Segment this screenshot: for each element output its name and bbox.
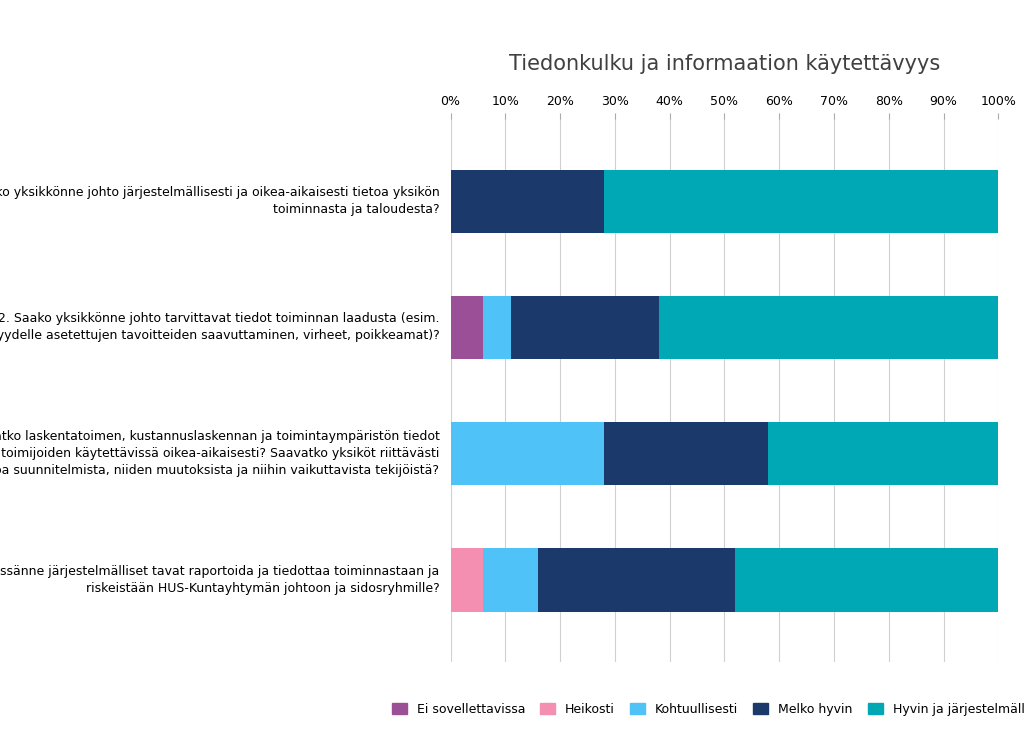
Bar [483, 296, 511, 359]
Bar [604, 422, 768, 485]
Bar [604, 170, 998, 233]
Title: Tiedonkulku ja informaation käytettävyys: Tiedonkulku ja informaation käytettävyys [509, 54, 940, 74]
Legend: Ei sovellettavissa, Heikosti, Kohtuullisesti, Melko hyvin, Hyvin ja järjestelmäl: Ei sovellettavissa, Heikosti, Kohtuullis… [392, 702, 1024, 716]
Bar [511, 296, 658, 359]
Bar [451, 170, 604, 233]
Bar [483, 548, 539, 612]
Bar [451, 422, 604, 485]
Bar [768, 422, 998, 485]
Bar [451, 296, 483, 359]
Bar [658, 296, 998, 359]
Bar [735, 548, 998, 612]
Bar [451, 548, 483, 612]
Bar [539, 548, 735, 612]
